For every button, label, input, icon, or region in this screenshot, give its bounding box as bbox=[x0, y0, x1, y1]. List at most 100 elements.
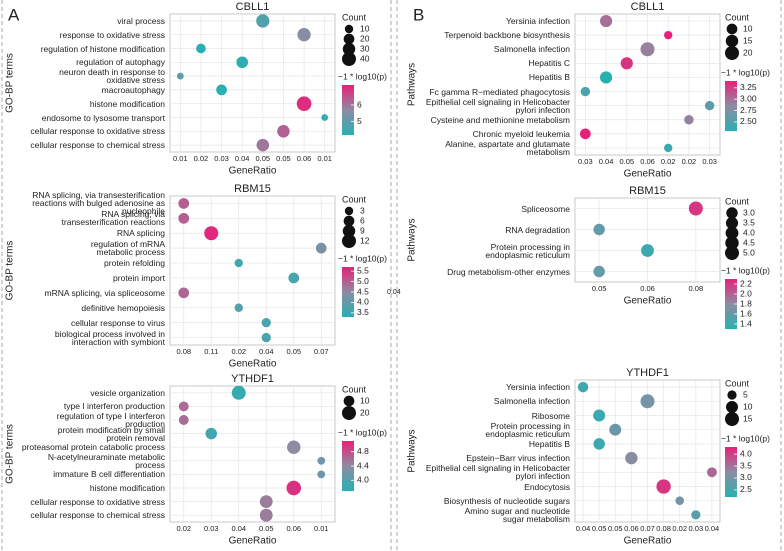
legend-label: 20 bbox=[360, 33, 370, 43]
y-tick-label: endosome to lysosome transport bbox=[41, 112, 165, 123]
bubble bbox=[176, 72, 184, 80]
plot-title: CBLL1 bbox=[236, 1, 270, 13]
colorbar-label: 2.5 bbox=[740, 484, 752, 494]
colorbar-label: 4.4 bbox=[357, 460, 369, 470]
legend-label: 15 bbox=[743, 413, 753, 423]
colorbar-label: 1.8 bbox=[740, 298, 752, 308]
legend-title: Count bbox=[725, 196, 750, 206]
legend-label: 20 bbox=[743, 47, 753, 57]
colorbar-label: 4.0 bbox=[357, 475, 369, 485]
x-tick-label: 0.04 bbox=[599, 157, 614, 166]
colorbar-label: 3.25 bbox=[740, 82, 757, 92]
y-tick-label: neuron death in response to oxidative st… bbox=[59, 67, 165, 86]
legend-title: −1 * log10(p) bbox=[338, 427, 387, 437]
legend-title: −1 * log10(p) bbox=[338, 71, 387, 81]
colorbar-label: 6 bbox=[357, 99, 362, 109]
x-tick-label: 0.07 bbox=[314, 347, 329, 356]
y-tick-label: protein refolding bbox=[104, 258, 165, 269]
bubble bbox=[704, 100, 715, 111]
y-tick-label: histone modification bbox=[89, 98, 165, 109]
colorbar-label: 2.50 bbox=[740, 116, 757, 126]
bubble bbox=[178, 198, 190, 209]
panel-label: B bbox=[413, 5, 424, 24]
bubble bbox=[315, 242, 327, 254]
x-tick-label: 0.03 bbox=[214, 154, 229, 163]
bubble bbox=[178, 401, 189, 412]
colorbar-label: 1.4 bbox=[740, 318, 752, 328]
bubble bbox=[599, 14, 613, 28]
x-tick-label: 0.01 bbox=[317, 154, 332, 163]
y-tick-label: cellular response to oxidative stress bbox=[30, 496, 165, 507]
x-tick-label: 0.06 bbox=[640, 284, 655, 293]
y-tick-label: Protein processing in endoplasmic reticu… bbox=[485, 241, 570, 260]
bubble bbox=[205, 427, 217, 440]
plot-title: RBM15 bbox=[234, 183, 271, 195]
legend-label: 4.5 bbox=[743, 237, 755, 247]
colorbar-label: 4.8 bbox=[357, 446, 369, 456]
bubble bbox=[640, 42, 655, 57]
y-tick-label: regulation of histone modification bbox=[40, 43, 165, 54]
bubble bbox=[178, 287, 190, 299]
y-tick-label: Yersinia infection bbox=[506, 382, 570, 393]
x-tick-label: 0.08 bbox=[689, 284, 704, 293]
y-tick-label: Endocytosis bbox=[524, 481, 570, 492]
legend-label: 30 bbox=[360, 43, 370, 53]
x-tick-label: 0.03 bbox=[578, 157, 593, 166]
legend-bubble bbox=[344, 206, 354, 216]
y-tick-label: Terpenoid backbone biosynthesis bbox=[444, 30, 570, 41]
bubble bbox=[656, 479, 671, 494]
annotation: 0.04 bbox=[387, 289, 401, 296]
bubble bbox=[286, 480, 302, 496]
x-tick-label: 0.04 bbox=[576, 524, 591, 533]
y-tick-label: Fc gamma R−mediated phagocytosis bbox=[429, 86, 570, 97]
y-tick-label: protein import bbox=[113, 272, 165, 283]
y-tick-label: RNA degradation bbox=[505, 224, 570, 235]
x-tick-label: 0.05 bbox=[592, 524, 607, 533]
colorbar-label: 3.0 bbox=[740, 472, 752, 482]
x-tick-label: 0.07 bbox=[640, 524, 655, 533]
x-tick-label: 0.05 bbox=[259, 524, 274, 533]
colorbar-label: 3.00 bbox=[740, 93, 757, 103]
bubble bbox=[579, 128, 591, 140]
x-tick-label: 0.01 bbox=[173, 154, 188, 163]
legend-bubble bbox=[725, 34, 739, 48]
bubble bbox=[236, 56, 249, 69]
legend-label: 10 bbox=[743, 23, 753, 33]
y-tick-label: protein modification by small protein re… bbox=[57, 424, 165, 443]
bubble bbox=[707, 467, 717, 478]
y-tick-label: macroautophagy bbox=[101, 84, 165, 95]
legend-label: 3 bbox=[360, 205, 365, 215]
bubble bbox=[593, 438, 605, 450]
y-tick-label: Epstein−Barr virus infection bbox=[466, 453, 570, 464]
legend-title: −1 * log10(p) bbox=[721, 433, 770, 443]
y-tick-label: Spliceosome bbox=[521, 203, 570, 214]
legend-title: −1 * log10(p) bbox=[721, 265, 770, 275]
legend-bubble bbox=[725, 246, 739, 260]
x-axis-title: GeneRatio bbox=[229, 166, 277, 177]
x-tick-label: 0.02 bbox=[672, 524, 687, 533]
bubble bbox=[296, 96, 312, 112]
legend-label: 3.5 bbox=[743, 217, 755, 227]
legend-label: 10 bbox=[360, 23, 370, 33]
legend-bubble bbox=[342, 406, 356, 420]
colorbar bbox=[342, 85, 354, 135]
legend-label: 5 bbox=[743, 389, 748, 399]
x-tick-label: 0.03 bbox=[702, 157, 717, 166]
bubble bbox=[593, 409, 606, 422]
colorbar bbox=[342, 267, 354, 317]
bubble bbox=[684, 115, 694, 125]
y-axis-title: Pathways bbox=[407, 429, 418, 472]
bubble bbox=[620, 57, 633, 70]
y-tick-label: Salmonella infection bbox=[493, 44, 570, 55]
x-tick-label: 0.04 bbox=[259, 347, 274, 356]
legend-bubble bbox=[725, 46, 739, 60]
y-tick-label: Hepatitis B bbox=[528, 438, 570, 449]
legend-bubble bbox=[343, 215, 355, 227]
plot-area bbox=[169, 195, 336, 346]
bubble bbox=[178, 212, 190, 224]
x-tick-label: 0.11 bbox=[204, 347, 218, 356]
bubble bbox=[593, 265, 605, 278]
y-tick-label: definitive hemopoiesis bbox=[81, 302, 165, 313]
